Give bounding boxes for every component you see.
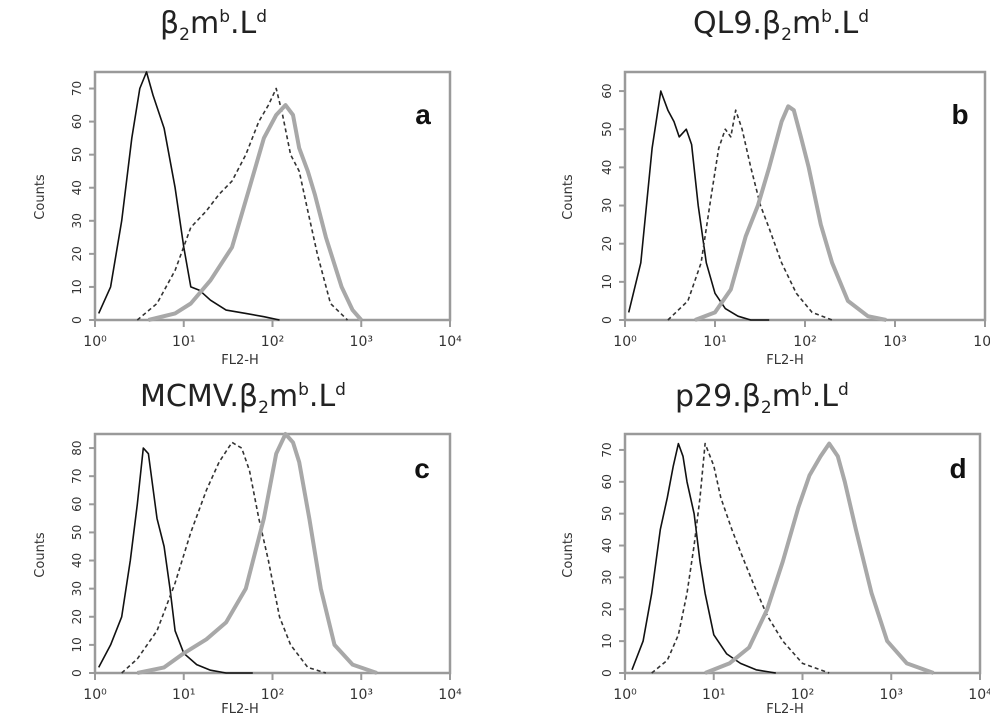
- y-tick-label: 10: [70, 279, 84, 294]
- x-tick-label: 10¹: [703, 334, 726, 350]
- y-ticks: 0 10 20 30 40 50 60 70: [600, 442, 625, 677]
- y-tick-label: 40: [70, 553, 84, 568]
- y-tick-label: 30: [600, 570, 614, 585]
- y-tick-label: 0: [70, 316, 84, 324]
- y-ticks: 0 10 20 30 40 50 60 70: [70, 81, 95, 324]
- x-tick-label: 10⁴: [968, 687, 990, 703]
- x-tick-label: 10²: [791, 687, 814, 703]
- series-line-solid-black: [97, 71, 280, 321]
- x-axis-label: FL2-H: [221, 702, 258, 717]
- panel-letter: a: [415, 99, 431, 130]
- x-tick-label: 10²: [793, 334, 816, 350]
- x-ticks: 10⁰ 10¹ 10² 10³ 10⁴: [613, 673, 990, 703]
- x-tick-label: 10²: [261, 687, 284, 703]
- panel-letter: c: [414, 453, 430, 484]
- y-tick-label: 60: [70, 497, 84, 512]
- y-tick-label: 20: [600, 602, 614, 617]
- y-tick-label: 0: [600, 669, 614, 677]
- panel-a-title: β2mb.Ld: [160, 6, 268, 45]
- x-tick-label: 10³: [880, 687, 903, 703]
- y-tick-label: 20: [600, 236, 614, 251]
- x-tick-label: 10³: [883, 334, 906, 350]
- y-tick-label: 60: [70, 114, 84, 129]
- series-line-dashed: [667, 109, 833, 321]
- plot-frame: [623, 432, 982, 675]
- y-tick-label: 40: [70, 180, 84, 195]
- y-tick-label: 30: [600, 198, 614, 213]
- panel-d-chart: d Counts FL2-H 0 10 20 30 40 50 60 70 10⁰ 10¹ 10²…: [561, 432, 990, 717]
- panel-c-title: MCMV.β2mb.Ld: [140, 379, 346, 418]
- y-tick-label: 70: [600, 442, 614, 457]
- series-line-dashed: [121, 441, 327, 674]
- x-tick-label: 10⁰: [613, 334, 637, 350]
- y-tick-label: 10: [600, 274, 614, 289]
- y-tick-label: 70: [70, 469, 84, 484]
- series-line-solid-grey: [147, 103, 363, 322]
- x-tick-label: 10⁰: [83, 687, 107, 703]
- x-tick-label: 10⁰: [613, 687, 637, 703]
- series-line-solid-black: [631, 442, 776, 674]
- x-tick-label: 10²: [261, 334, 284, 350]
- series-line-solid-black: [97, 447, 253, 674]
- x-tick-label: 10⁴: [438, 334, 462, 350]
- panel-a-chart: a Counts FL2-H 0 10 20 30 40 50 60 70 10⁰ 10¹ 10²…: [33, 70, 462, 368]
- y-tick-label: 30: [70, 213, 84, 228]
- x-axis-label: FL2-H: [766, 353, 803, 368]
- series-group: [97, 71, 363, 322]
- x-ticks: 10⁰ 10¹ 10² 10³ 10⁴: [83, 320, 462, 350]
- y-axis-label: Counts: [33, 174, 48, 220]
- series-line-solid-black: [627, 90, 770, 321]
- y-tick-label: 50: [600, 122, 614, 137]
- panel-letter: d: [949, 453, 966, 484]
- x-tick-label: 10⁰: [83, 334, 107, 350]
- y-tick-label: 20: [70, 609, 84, 624]
- y-axis-label: Counts: [561, 532, 576, 578]
- y-tick-label: 50: [70, 525, 84, 540]
- series-group: [631, 441, 935, 675]
- panel-b-title: QL9.β2mb.Ld: [693, 6, 870, 45]
- y-tick-label: 20: [70, 246, 84, 261]
- x-tick-label: 10³: [350, 334, 373, 350]
- y-tick-label: 50: [600, 506, 614, 521]
- y-tick-label: 70: [70, 81, 84, 96]
- plot-frame: [623, 70, 987, 322]
- x-tick-label: 10¹: [172, 687, 195, 703]
- y-ticks: 0 10 20 30 40 50 60 70 80: [70, 440, 95, 677]
- y-ticks: 0 10 20 30 40 50 60: [600, 83, 625, 324]
- y-tick-label: 10: [600, 633, 614, 648]
- x-ticks: 10⁰ 10¹ 10² 10³ 10⁴: [83, 673, 462, 703]
- y-axis-label: Counts: [561, 174, 576, 220]
- y-tick-label: 0: [70, 669, 84, 677]
- y-tick-label: 0: [600, 316, 614, 324]
- x-tick-label: 10¹: [702, 687, 725, 703]
- x-tick-label: 10¹: [172, 334, 195, 350]
- x-axis-label: FL2-H: [766, 702, 803, 717]
- x-tick-label: 10³: [350, 687, 373, 703]
- series-line-solid-grey: [136, 432, 378, 675]
- series-line-solid-grey: [694, 104, 887, 322]
- plot-frame: [93, 70, 452, 322]
- y-tick-label: 50: [70, 147, 84, 162]
- y-tick-label: 40: [600, 160, 614, 175]
- y-tick-label: 10: [70, 637, 84, 652]
- panel-letter: b: [951, 99, 968, 130]
- panel-d-title: p29.β2mb.Ld: [675, 379, 849, 418]
- series-line-dashed: [651, 442, 830, 674]
- y-tick-label: 40: [600, 538, 614, 553]
- x-axis-label: FL2-H: [221, 353, 258, 368]
- y-tick-label: 80: [70, 440, 84, 455]
- y-tick-label: 30: [70, 581, 84, 596]
- y-tick-label: 60: [600, 474, 614, 489]
- y-tick-label: 60: [600, 83, 614, 98]
- series-group: [627, 90, 887, 322]
- x-tick-label: 10⁴: [438, 687, 462, 703]
- x-tick-label: 10⁴: [973, 334, 990, 350]
- x-ticks: 10⁰ 10¹ 10² 10³ 10⁴: [613, 320, 990, 350]
- y-axis-label: Counts: [33, 532, 48, 578]
- series-group: [97, 432, 378, 675]
- series-line-dashed: [136, 87, 349, 321]
- series-line-solid-grey: [704, 441, 935, 675]
